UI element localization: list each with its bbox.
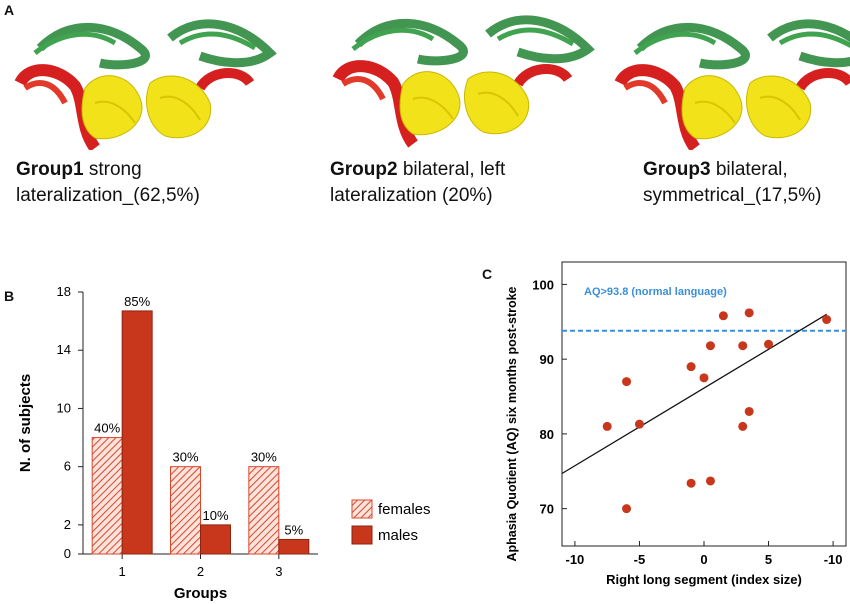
group1-name: Group1 <box>16 159 84 180</box>
y-tick-label: 70 <box>540 502 554 517</box>
y-tick-label: 90 <box>540 352 554 367</box>
bar-males <box>278 538 310 555</box>
regression-line <box>561 313 827 475</box>
scatter-point <box>602 421 612 431</box>
plot-frame <box>561 261 847 547</box>
scatter-point <box>622 377 632 387</box>
bar-data-label: 85% <box>124 294 150 309</box>
scatter-point <box>744 308 754 318</box>
panel-b-letter: B <box>4 288 15 304</box>
bar-data-label: 10% <box>202 508 228 523</box>
scatter-point <box>686 478 696 488</box>
group1-desc-line2: lateralization_(62,5%) <box>16 185 200 206</box>
bar-data-label: 5% <box>284 522 303 537</box>
scatter-point <box>822 315 832 325</box>
group2-desc-line2: lateralization (20%) <box>330 185 493 206</box>
legend-label-females: females <box>378 501 431 518</box>
group3-desc-line1: bilateral, <box>715 159 788 180</box>
group3-name: Group3 <box>643 159 711 180</box>
bar-chart: 0 2 6 10 14 18 1 40% 85% 2 30% 10% 3 30% 5% Groups N. of… <box>17 284 431 602</box>
x-tick-label: -10 <box>566 552 585 567</box>
y-tick-label: 14 <box>57 342 71 357</box>
scatter-point <box>718 311 728 321</box>
x-tick-label: -10 <box>824 552 843 567</box>
bar-data-label: 40% <box>94 421 120 436</box>
bar-males <box>121 310 153 555</box>
group2-name: Group2 <box>330 159 398 180</box>
x-tick-label: 1 <box>119 564 126 579</box>
group2-caption: Group2 bilateral, left lateralization (2… <box>330 157 630 209</box>
scatter-point <box>686 362 696 372</box>
y-tick-label: 18 <box>57 284 71 299</box>
x-tick-label: 0 <box>700 552 707 567</box>
y-axis-title: N. of subjects <box>17 374 34 472</box>
x-tick-label: -5 <box>634 552 646 567</box>
legend-label-males: males <box>378 527 418 544</box>
tractography-images <box>0 0 850 150</box>
y-axis-title: Aphasia Quotient (AQ) six months post-st… <box>505 286 519 561</box>
scatter-point <box>634 419 644 429</box>
group1-desc-line1: strong <box>88 159 142 180</box>
bar-females <box>170 466 201 555</box>
y-tick-label: 0 <box>64 546 71 561</box>
scatter-point <box>738 421 748 431</box>
scatter-point <box>738 341 748 351</box>
y-tick-label: 100 <box>532 277 554 292</box>
y-tick-label: 2 <box>64 517 71 532</box>
legend-swatch-females <box>351 499 373 519</box>
bar-females <box>91 437 123 555</box>
panel-a-letter: A <box>4 2 15 18</box>
bar-data-label: 30% <box>172 450 198 465</box>
scatter-point <box>705 476 715 486</box>
group2-desc-line1: bilateral, left <box>402 159 506 180</box>
x-axis-title: Right long segment (index size) <box>606 572 802 587</box>
y-tick-label: 6 <box>64 459 71 474</box>
x-tick-label: 5 <box>765 552 772 567</box>
y-tick-label: 80 <box>540 427 554 442</box>
bar-females <box>248 466 280 555</box>
group3-desc-line2: symmetrical_(17,5%) <box>643 185 822 206</box>
scatter-point <box>744 406 754 416</box>
legend-swatch-males <box>351 525 373 545</box>
panel-c-letter: C <box>482 266 493 282</box>
group1-caption: Group1 strong lateralization_(62,5%) <box>16 157 316 209</box>
x-tick-label: 2 <box>197 564 204 579</box>
scatter-point <box>764 339 774 349</box>
x-axis-title: Groups <box>174 585 227 602</box>
scatter-point <box>705 341 715 351</box>
threshold-label: AQ>93.8 (normal language) <box>584 286 727 298</box>
scatter-chart: 70 80 90 100 -10 -5 0 5 -10 AQ>93.8 (normal langu… <box>505 261 847 587</box>
y-tick-label: 10 <box>57 400 71 415</box>
bar-data-label: 30% <box>251 450 277 465</box>
bar-males <box>200 524 231 555</box>
scatter-point <box>622 504 632 514</box>
group3-caption: Group3 bilateral, symmetrical_(17,5%) <box>643 157 848 209</box>
scatter-point <box>699 373 709 383</box>
x-tick-label: 3 <box>275 564 282 579</box>
